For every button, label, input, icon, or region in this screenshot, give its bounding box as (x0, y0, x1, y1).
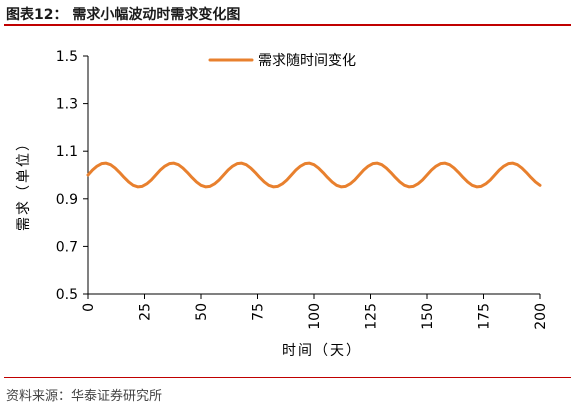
footer-rule (4, 377, 571, 378)
x-tick-label: 50 (194, 303, 210, 321)
x-tick-label: 175 (477, 303, 493, 330)
x-tick-label: 125 (364, 303, 380, 330)
y-tick-label: 0.7 (56, 239, 78, 255)
y-tick-label: 1.5 (56, 49, 78, 65)
y-tick-label: 1.3 (56, 97, 78, 113)
x-axis-label: 时间（天） (282, 343, 362, 359)
figure-label: 图表12： (6, 7, 68, 23)
x-tick-label: 75 (251, 303, 267, 321)
series-layer (86, 161, 542, 189)
x-tick-label: 100 (307, 303, 323, 330)
y-tick-label: 0.9 (56, 192, 78, 208)
figure-header: 图表12： 需求小幅波动时需求变化图 (6, 2, 569, 26)
demand-line-chart: 0.5 0.7 0.9 1.1 1.3 1.5 0 25 50 75 100 125 150 175 20… (16, 49, 549, 359)
y-axis-label: 需求（单位） (16, 135, 32, 231)
figure-title-text: 需求小幅波动时需求变化图 (72, 7, 241, 23)
x-tick-label: 200 (533, 303, 549, 330)
figure-title: 图表12： 需求小幅波动时需求变化图 (6, 4, 240, 24)
source-note: 资料来源：华泰证券研究所 (6, 389, 163, 404)
y-tick-label: 0.5 (56, 287, 78, 303)
x-tick-label: 150 (420, 303, 436, 330)
series-line (86, 161, 542, 189)
legend: 需求随时间变化 (208, 53, 356, 69)
y-tick-label: 1.1 (56, 144, 78, 160)
x-tick-label: 25 (138, 303, 154, 321)
y-axis: 0.5 0.7 0.9 1.1 1.3 1.5 (56, 49, 89, 303)
x-axis: 0 25 50 75 100 125 150 175 200 (81, 293, 549, 330)
legend-label: 需求随时间变化 (258, 53, 356, 69)
x-tick-label: 0 (81, 303, 97, 312)
header-rule (4, 24, 571, 26)
